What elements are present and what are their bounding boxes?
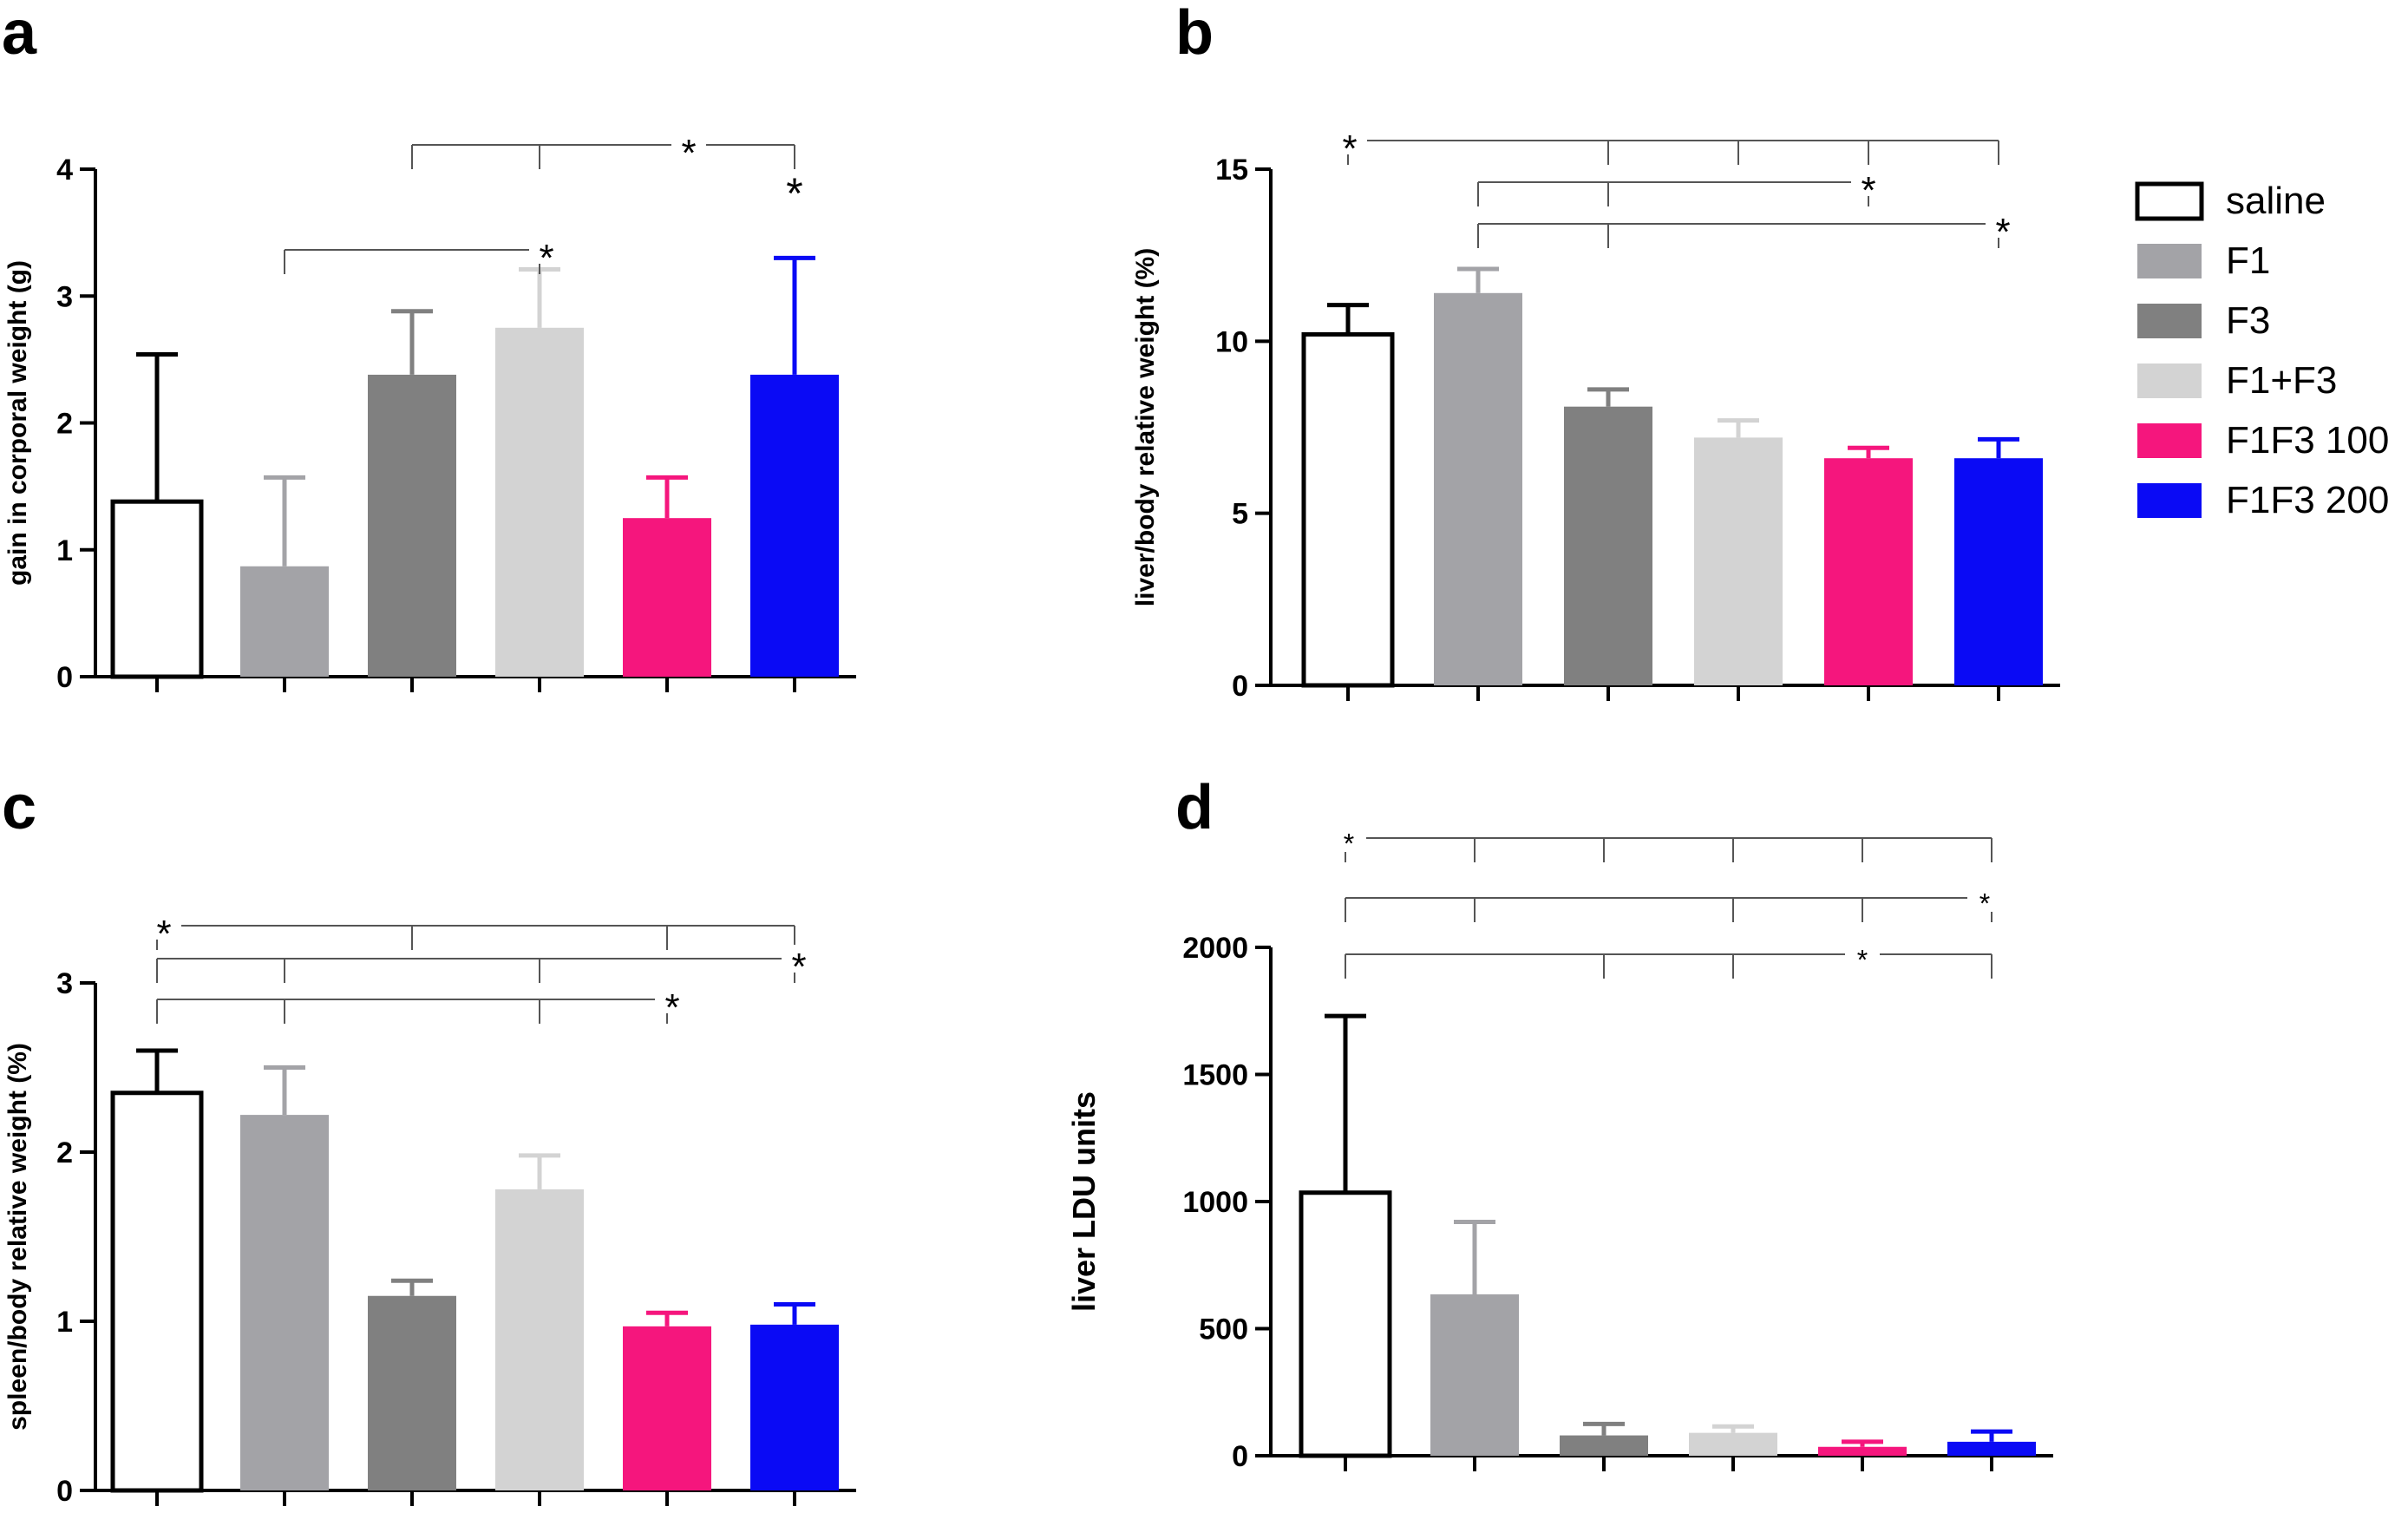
star-backing <box>1851 168 1886 196</box>
bar-f1 <box>1430 1294 1519 1456</box>
bar-f1-f3 <box>495 327 584 677</box>
star-backing <box>529 236 564 264</box>
bar-f1 <box>1434 292 1522 685</box>
y-tick-label: 0 <box>56 661 73 694</box>
star-backing <box>1332 127 1367 154</box>
significance-star: * <box>786 169 802 218</box>
bar-f1-f3 <box>495 1189 584 1490</box>
legend: saline F1 F3 F1+F3 F1F3 100 F1F3 200 <box>2135 180 2389 521</box>
legend-swatch <box>2135 181 2204 221</box>
bar-saline <box>110 499 204 679</box>
y-axis-label: liver/body relative weight (%) <box>1131 248 1160 606</box>
y-tick-label: 2 <box>56 1136 73 1169</box>
star-backing <box>147 912 181 940</box>
star-backing <box>1967 884 2002 912</box>
y-tick-label: 0 <box>1232 1440 1248 1473</box>
significance-star: * <box>539 237 553 279</box>
star-backing <box>1332 824 1366 852</box>
bar-f1-f3 <box>1689 1432 1777 1456</box>
significance-star: * <box>1995 211 2010 253</box>
bar-f1-f3 <box>1694 437 1783 685</box>
bar-f1f3-200 <box>750 1324 839 1490</box>
y-axis-label: liver LDU units <box>1066 1091 1102 1312</box>
bar-f1f3-200 <box>1947 1441 2036 1456</box>
significance-star: * <box>1857 945 1868 976</box>
significance-star: * <box>1342 128 1357 170</box>
y-tick-label: 5 <box>1232 498 1248 531</box>
panel-letter: b <box>1175 0 1214 68</box>
legend-label: F3 <box>2226 299 2270 342</box>
panel-b: b 0 5 10 15 liver/body relative weight (%) * * * <box>1131 0 2060 703</box>
y-tick-label: 10 <box>1215 325 1248 358</box>
legend-label: F1F3 100 <box>2226 419 2389 462</box>
star-backing <box>782 945 816 973</box>
bar-f1f3-100 <box>1818 1446 1907 1456</box>
y-tick-label: 4 <box>56 154 73 187</box>
legend-swatch <box>2137 364 2202 398</box>
significance-star: * <box>791 946 806 988</box>
y-tick-label: 2000 <box>1182 932 1248 965</box>
y-tick-label: 0 <box>1232 670 1248 703</box>
significance-star: * <box>1861 169 1875 212</box>
legend-label: F1F3 200 <box>2226 479 2389 521</box>
bar-f3 <box>368 374 456 677</box>
legend-swatch <box>2137 304 2202 338</box>
panel-letter: d <box>1175 773 1214 842</box>
significance-star: * <box>156 913 171 955</box>
bar-f1f3-100 <box>623 518 711 677</box>
bar-f3 <box>368 1295 456 1490</box>
legend-label: F1 <box>2226 239 2270 282</box>
bar-saline <box>1301 331 1395 688</box>
panel-d: d 0 500 1000 1500 2000 liver LDU units * * * <box>1066 773 2053 1473</box>
bar-f3 <box>1564 406 1652 685</box>
bar-f1f3-100 <box>623 1326 711 1490</box>
significance-star: * <box>1979 888 1990 920</box>
legend-swatch <box>2137 483 2202 518</box>
y-tick-label: 0 <box>56 1475 73 1508</box>
panel-letter: c <box>2 773 36 842</box>
legend-label: saline <box>2226 180 2326 222</box>
bar-f1 <box>240 1115 329 1490</box>
star-backing <box>671 131 706 159</box>
y-tick-label: 3 <box>56 967 73 1000</box>
legend-swatch <box>2137 244 2202 278</box>
significance-star: * <box>664 986 679 1029</box>
legend-label: F1+F3 <box>2226 359 2337 402</box>
bar-f1f3-100 <box>1824 458 1913 685</box>
significance-star: * <box>1344 829 1354 860</box>
y-tick-label: 1 <box>56 1306 73 1339</box>
bar-saline <box>110 1091 204 1493</box>
bar-f1 <box>240 566 329 677</box>
y-tick-label: 1500 <box>1182 1059 1248 1092</box>
legend-swatch <box>2137 423 2202 458</box>
y-tick-label: 2 <box>56 408 73 441</box>
y-tick-label: 500 <box>1199 1313 1248 1346</box>
bar-f1f3-200 <box>750 374 839 677</box>
y-tick-label: 3 <box>56 280 73 313</box>
bar-saline <box>1299 1190 1392 1458</box>
y-axis-label: spleen/body relative weight (%) <box>3 1043 32 1431</box>
star-backing <box>1986 210 2020 238</box>
bar-f1f3-200 <box>1954 458 2043 685</box>
y-axis-label: gain in corporal weight (g) <box>3 260 32 586</box>
y-tick-label: 15 <box>1215 154 1248 187</box>
significance-star: * <box>681 132 696 174</box>
panel-letter: a <box>2 0 37 68</box>
star-backing <box>1845 940 1880 968</box>
y-tick-label: 1 <box>56 534 73 567</box>
panel-c: c 0 1 2 3 spleen/body relative weight (%) * * * <box>2 773 856 1508</box>
y-tick-label: 1000 <box>1182 1186 1248 1219</box>
panel-a: a 0 1 2 3 4 gain in corporal weight (g) * * * <box>2 0 856 694</box>
star-backing <box>655 986 690 1013</box>
bar-f3 <box>1560 1435 1648 1456</box>
